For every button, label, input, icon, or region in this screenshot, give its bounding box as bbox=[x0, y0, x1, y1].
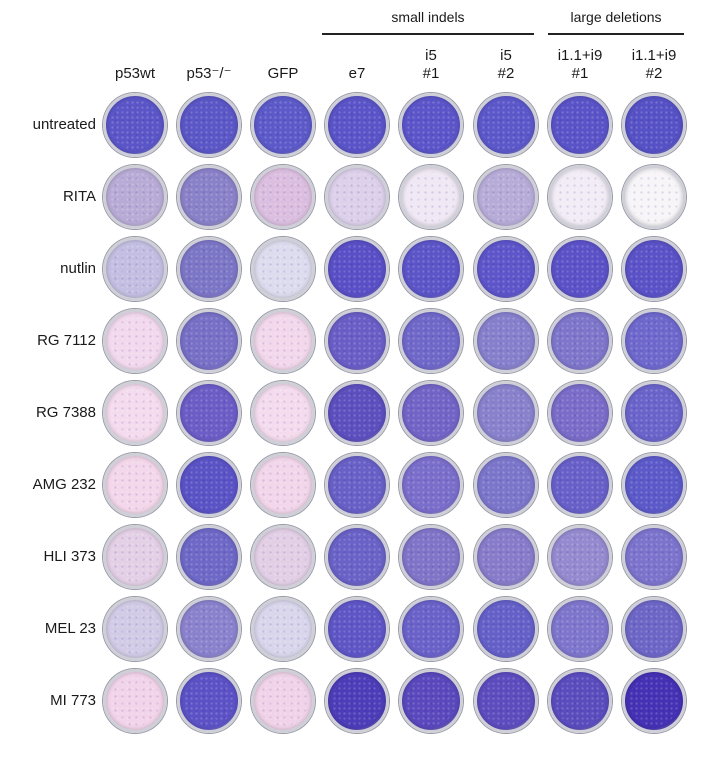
culture-dish bbox=[622, 669, 686, 733]
culture-dish bbox=[251, 93, 315, 157]
culture-dish bbox=[325, 93, 389, 157]
column-label: i1.1+i9 #2 bbox=[631, 47, 677, 82]
row-label: MI 773 bbox=[50, 692, 96, 709]
column-label: GFP bbox=[267, 65, 299, 82]
culture-dish bbox=[474, 597, 538, 661]
culture-dish bbox=[548, 381, 612, 445]
culture-dish bbox=[399, 165, 463, 229]
row-label: untreated bbox=[32, 116, 96, 133]
row-label: RG 7388 bbox=[35, 404, 96, 421]
culture-dish bbox=[474, 237, 538, 301]
culture-dish bbox=[177, 453, 241, 517]
group-underline bbox=[322, 33, 534, 35]
row-label: nutlin bbox=[60, 260, 96, 277]
culture-dish bbox=[399, 597, 463, 661]
culture-dish bbox=[548, 597, 612, 661]
culture-dish bbox=[622, 309, 686, 373]
culture-dish bbox=[103, 669, 167, 733]
culture-dish bbox=[325, 669, 389, 733]
culture-dish bbox=[622, 237, 686, 301]
culture-dish bbox=[325, 453, 389, 517]
culture-dish bbox=[251, 597, 315, 661]
column-label: p53⁻/⁻ bbox=[186, 65, 232, 82]
culture-dish bbox=[474, 525, 538, 589]
culture-dish bbox=[177, 165, 241, 229]
culture-dish bbox=[325, 237, 389, 301]
culture-dish bbox=[251, 669, 315, 733]
culture-dish bbox=[177, 669, 241, 733]
row-label: AMG 232 bbox=[32, 476, 96, 493]
culture-dish bbox=[103, 165, 167, 229]
culture-dish bbox=[474, 381, 538, 445]
culture-dish bbox=[251, 525, 315, 589]
culture-dish bbox=[325, 165, 389, 229]
culture-dish bbox=[548, 453, 612, 517]
row-label: RITA bbox=[62, 188, 96, 205]
culture-dish bbox=[399, 93, 463, 157]
culture-dish bbox=[474, 165, 538, 229]
culture-dish bbox=[251, 453, 315, 517]
culture-dish bbox=[399, 381, 463, 445]
culture-dish bbox=[325, 309, 389, 373]
culture-dish bbox=[399, 309, 463, 373]
culture-dish bbox=[399, 525, 463, 589]
culture-dish bbox=[548, 93, 612, 157]
culture-dish bbox=[622, 525, 686, 589]
culture-dish bbox=[251, 237, 315, 301]
culture-dish bbox=[103, 309, 167, 373]
culture-dish bbox=[548, 309, 612, 373]
culture-dish bbox=[399, 237, 463, 301]
group-underline bbox=[548, 33, 684, 35]
culture-dish bbox=[251, 165, 315, 229]
culture-dish bbox=[474, 453, 538, 517]
culture-dish bbox=[548, 669, 612, 733]
culture-dish bbox=[622, 165, 686, 229]
culture-dish bbox=[548, 165, 612, 229]
culture-dish bbox=[251, 381, 315, 445]
row-label: RG 7112 bbox=[37, 332, 96, 349]
culture-dish bbox=[103, 597, 167, 661]
culture-dish bbox=[622, 597, 686, 661]
culture-dish bbox=[325, 525, 389, 589]
row-label: HLI 373 bbox=[43, 548, 96, 565]
culture-dish bbox=[177, 237, 241, 301]
culture-dish bbox=[103, 525, 167, 589]
culture-dish bbox=[103, 237, 167, 301]
culture-dish bbox=[399, 669, 463, 733]
culture-dish bbox=[474, 93, 538, 157]
culture-dish bbox=[622, 381, 686, 445]
culture-dish bbox=[103, 453, 167, 517]
culture-dish bbox=[103, 93, 167, 157]
row-label: MEL 23 bbox=[44, 620, 96, 637]
culture-dish bbox=[325, 597, 389, 661]
culture-dish bbox=[399, 453, 463, 517]
culture-dish bbox=[177, 597, 241, 661]
culture-dish bbox=[177, 93, 241, 157]
culture-dish bbox=[474, 309, 538, 373]
column-label: i1.1+i9 #1 bbox=[557, 47, 603, 82]
culture-dish bbox=[103, 381, 167, 445]
column-label: i5 #1 bbox=[422, 47, 440, 82]
culture-dish bbox=[177, 525, 241, 589]
culture-dish bbox=[177, 309, 241, 373]
column-label: e7 bbox=[348, 65, 366, 82]
column-label: p53wt bbox=[114, 65, 156, 82]
group-label: large deletions bbox=[570, 9, 662, 25]
culture-dish bbox=[325, 381, 389, 445]
culture-dish bbox=[474, 669, 538, 733]
culture-dish bbox=[622, 93, 686, 157]
group-label: small indels bbox=[391, 9, 465, 25]
culture-dish bbox=[548, 525, 612, 589]
culture-dish bbox=[622, 453, 686, 517]
culture-dish bbox=[177, 381, 241, 445]
culture-dish bbox=[548, 237, 612, 301]
culture-dish bbox=[251, 309, 315, 373]
column-label: i5 #2 bbox=[497, 47, 515, 82]
